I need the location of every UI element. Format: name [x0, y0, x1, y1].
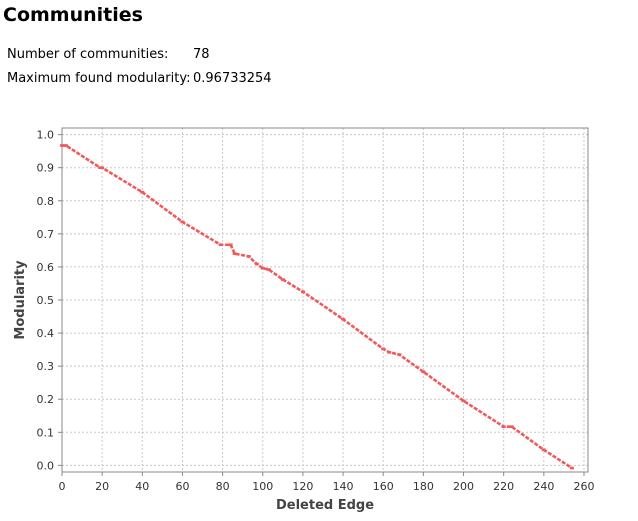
page-title: Communities	[3, 4, 143, 26]
grid-layer	[62, 128, 588, 472]
data-point	[232, 252, 237, 255]
data-point	[280, 278, 285, 281]
x-tick-label: 180	[413, 480, 434, 493]
x-tick-label: 20	[95, 480, 109, 493]
data-point	[387, 350, 392, 354]
data-point	[509, 425, 514, 428]
x-tick-label: 140	[333, 480, 354, 493]
data-point	[266, 268, 271, 271]
y-tick-label: 0.7	[37, 228, 55, 241]
data-point	[254, 262, 259, 266]
x-axis-title: Deleted Edge	[276, 498, 374, 513]
data-point	[300, 290, 305, 294]
x-tick-label: 220	[493, 480, 514, 493]
y-tick-label: 0.9	[37, 162, 55, 175]
stat-row-modularity: Maximum found modularity: 0.96733254	[7, 66, 272, 90]
x-tick-label: 60	[175, 480, 189, 493]
data-point	[246, 255, 251, 258]
series-layer	[60, 144, 574, 470]
y-tick-label: 0.0	[37, 459, 55, 472]
data-point	[421, 370, 426, 374]
communities-count-value: 78	[193, 46, 210, 62]
series-path	[62, 144, 573, 470]
x-tick-label: 0	[59, 480, 66, 493]
axis-ticks: 0 20 40 60 80 100 120 140 160 180 200 220 240 260 0.0 0…	[37, 129, 595, 493]
max-modularity-value: 0.96733254	[193, 70, 272, 86]
x-tick-label: 40	[135, 480, 149, 493]
x-tick-label: 100	[252, 480, 273, 493]
data-point	[397, 353, 402, 356]
y-axis-title: Modularity	[13, 260, 28, 340]
data-point	[501, 425, 506, 428]
stats-panel: Number of communities: 78 Maximum found …	[7, 42, 272, 90]
y-tick-label: 0.8	[37, 195, 55, 208]
x-tick-label: 80	[216, 480, 230, 493]
data-point	[461, 399, 466, 403]
x-tick-label: 200	[453, 480, 474, 493]
data-point	[218, 243, 223, 247]
data-point	[100, 166, 105, 169]
x-tick-label: 240	[533, 480, 554, 493]
y-tick-label: 1.0	[37, 129, 55, 142]
y-tick-label: 0.6	[37, 261, 55, 274]
y-tick-label: 0.1	[37, 426, 55, 439]
x-tick-label: 120	[292, 480, 313, 493]
communities-count-label: Number of communities:	[7, 46, 169, 62]
plot-area-frame	[61, 127, 589, 473]
x-tick-label: 260	[573, 480, 594, 493]
data-point	[381, 347, 386, 351]
data-point	[260, 266, 265, 270]
data-point	[140, 190, 145, 194]
max-modularity-label: Maximum found modularity:	[7, 70, 191, 86]
data-point	[341, 317, 346, 321]
data-point	[569, 466, 574, 470]
y-tick-label: 0.5	[37, 294, 55, 307]
data-point	[180, 220, 185, 224]
data-point	[64, 144, 69, 147]
series-line	[60, 144, 574, 470]
y-tick-label: 0.4	[37, 327, 55, 340]
data-point	[228, 243, 233, 247]
stat-row-communities: Number of communities: 78	[7, 42, 272, 66]
data-point	[60, 144, 64, 147]
y-tick-label: 0.3	[37, 360, 55, 373]
data-point	[541, 448, 546, 452]
y-tick-label: 0.2	[37, 393, 55, 406]
x-tick-label: 160	[373, 480, 394, 493]
